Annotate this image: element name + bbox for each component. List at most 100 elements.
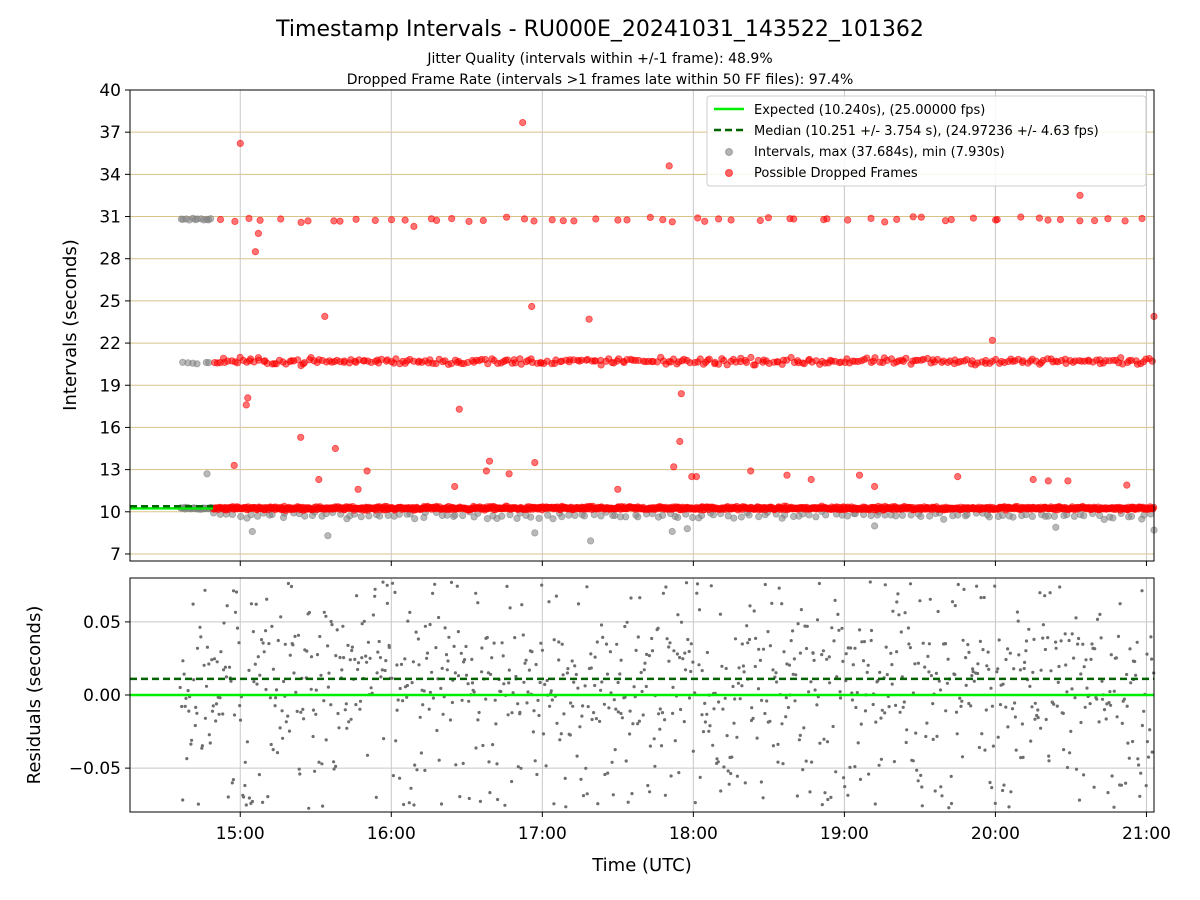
interval-point (683, 525, 691, 533)
dropped-frame-point (294, 356, 302, 364)
residual-point (581, 794, 586, 798)
residual-point (780, 722, 784, 726)
residual-point (441, 712, 445, 716)
residual-point (1007, 805, 1011, 809)
interval-point (203, 470, 211, 478)
residual-point (899, 630, 903, 634)
residual-point (210, 709, 215, 713)
dropped-frame-point (297, 218, 305, 226)
dropped-frame-point (277, 215, 285, 223)
residual-point (993, 584, 997, 588)
residual-point (275, 751, 280, 755)
residual-point (614, 707, 618, 711)
residual-point (489, 672, 493, 677)
residual-point (996, 735, 1000, 739)
residual-point (503, 803, 507, 807)
dropped-frame-point (614, 216, 622, 224)
residual-point (945, 681, 950, 685)
residual-point (218, 696, 222, 700)
residual-point (476, 718, 480, 722)
residual-point (858, 628, 862, 632)
interval-point (1050, 512, 1059, 520)
interval-point (812, 513, 820, 521)
residual-point (358, 699, 363, 703)
residual-point (378, 656, 383, 660)
residual-point (431, 591, 435, 596)
residual-point (711, 743, 715, 747)
residual-point (725, 734, 729, 738)
residual-point (353, 657, 357, 662)
residual-point (494, 722, 498, 726)
intervals-points (177, 119, 1158, 545)
residual-point (793, 699, 797, 703)
residual-point (760, 698, 764, 703)
residual-point (842, 776, 846, 780)
residual-point (279, 615, 283, 619)
residual-point (594, 717, 599, 721)
residual-point (593, 683, 597, 688)
residual-point (846, 646, 850, 650)
residual-point (1015, 610, 1020, 614)
residual-point (198, 625, 202, 629)
residual-point (1150, 657, 1154, 661)
residual-point (804, 759, 808, 763)
residual-point (898, 710, 902, 714)
residual-point (964, 656, 968, 660)
dropped-frame-point (304, 217, 312, 225)
residual-point (437, 615, 441, 620)
residual-point (896, 592, 900, 596)
residual-point (826, 797, 830, 802)
interval-point (1070, 512, 1079, 520)
residual-point (557, 658, 561, 662)
residual-point (447, 635, 451, 639)
residual-point (571, 704, 575, 708)
residual-point (928, 597, 932, 601)
interval-point (985, 513, 993, 521)
residual-point (969, 704, 973, 708)
residual-point (967, 701, 971, 706)
residual-point (1008, 651, 1012, 655)
residual-point (243, 783, 247, 788)
residual-point (225, 604, 229, 608)
residual-point (961, 638, 965, 642)
residual-point (243, 760, 247, 764)
chart-subtitle-dropped: Dropped Frame Rate (intervals >1 frames … (347, 72, 854, 88)
residual-point (718, 612, 723, 616)
residual-point (186, 689, 190, 693)
dropped-frame-point (387, 216, 396, 224)
residual-point (724, 666, 728, 671)
residual-point (859, 722, 863, 726)
dropped-frame-point (230, 461, 238, 469)
residual-point (729, 771, 733, 776)
residual-point (979, 596, 983, 600)
residual-point (1079, 672, 1083, 676)
residual-point (330, 623, 334, 627)
residual-point (812, 658, 816, 663)
residual-point (682, 720, 686, 724)
residual-point (200, 744, 204, 748)
residuals-y-tick-label: 0.00 (83, 686, 121, 706)
residual-point (585, 792, 589, 796)
interval-point (674, 513, 682, 522)
residual-point (1049, 669, 1053, 673)
residuals-panel: 0.05 0.00 −0.05 15:00 16:00 17:00 18:00 19:00 2… (24, 577, 1171, 844)
residual-point (269, 742, 273, 747)
dropped-frame-point (321, 312, 329, 320)
residual-point (281, 736, 285, 740)
residual-point (1090, 642, 1094, 646)
residual-point (314, 688, 318, 692)
dropped-frame-point (783, 471, 791, 479)
residual-point (709, 584, 713, 588)
dropped-frame-point (1076, 191, 1084, 199)
residual-point (632, 685, 636, 689)
residual-point (409, 786, 413, 790)
dropped-frame-point (1029, 475, 1037, 484)
dropped-frame-point (954, 472, 962, 481)
residual-point (287, 729, 292, 733)
dropped-frame-point (330, 217, 338, 225)
residual-point (789, 639, 793, 643)
residual-point (320, 762, 324, 766)
residual-point (716, 760, 720, 764)
residual-point (405, 695, 409, 699)
residual-point (1079, 720, 1083, 725)
